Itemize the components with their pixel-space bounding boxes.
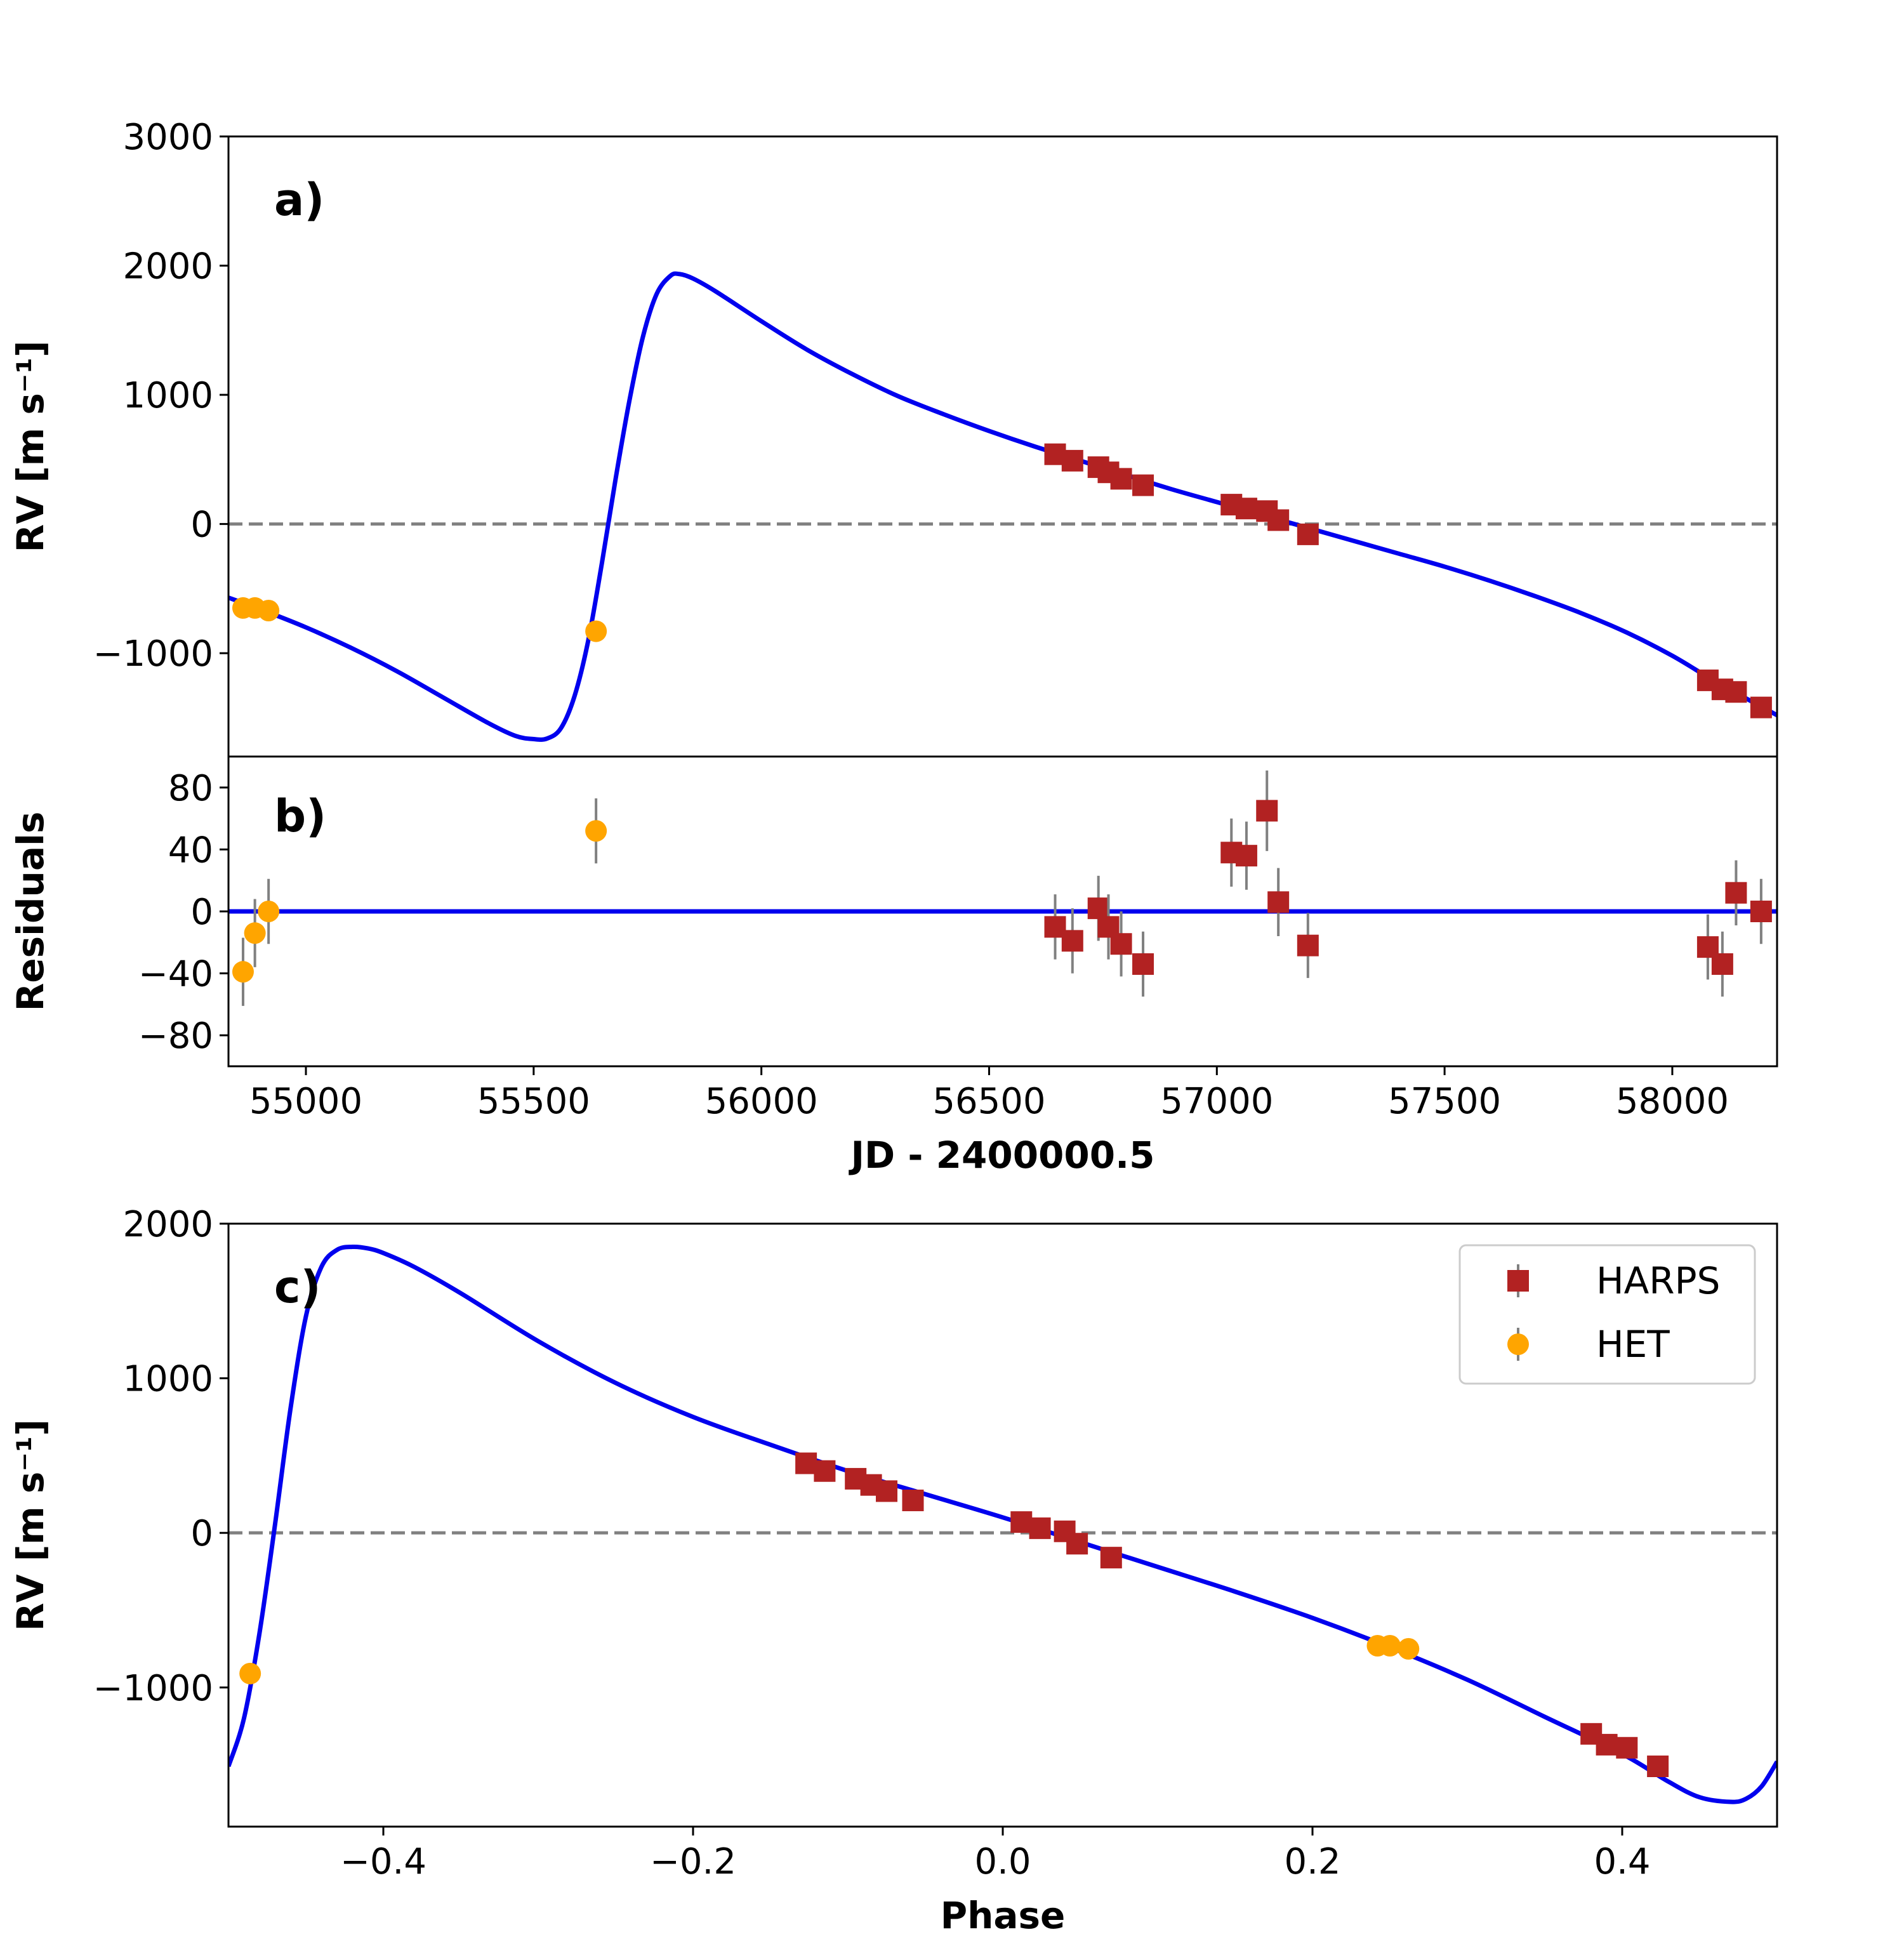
y-axis-label: RV [m s⁻¹] bbox=[9, 1419, 52, 1631]
x-tick-label: 56000 bbox=[705, 1081, 818, 1122]
harps-point bbox=[1647, 1756, 1669, 1777]
x-tick-label: 58000 bbox=[1616, 1081, 1729, 1122]
x-tick-label: 0.4 bbox=[1594, 1841, 1650, 1882]
harps-point bbox=[1132, 474, 1154, 496]
y-tick-label: 0 bbox=[190, 505, 213, 546]
harps-point bbox=[1100, 1547, 1122, 1569]
y-tick-label: 3000 bbox=[122, 117, 213, 158]
harps-point bbox=[795, 1452, 817, 1474]
x-tick-label: 0.0 bbox=[974, 1841, 1031, 1882]
harps-point bbox=[1029, 1517, 1051, 1539]
het-point bbox=[585, 620, 607, 642]
legend: HARPS HET bbox=[1458, 1244, 1756, 1385]
harps-point bbox=[1066, 1533, 1088, 1555]
y-tick-label: 0 bbox=[190, 892, 213, 933]
harps-point bbox=[1297, 934, 1319, 956]
plot-area bbox=[228, 1244, 1777, 1804]
y-tick-label: 2000 bbox=[122, 1204, 213, 1245]
harps-point bbox=[1132, 953, 1154, 975]
harps-point bbox=[1267, 891, 1290, 913]
y-tick-label: 40 bbox=[168, 830, 213, 871]
y-tick-label: 2000 bbox=[122, 246, 213, 288]
harps-point bbox=[1711, 953, 1733, 975]
x-tick-label: 0.2 bbox=[1284, 1841, 1340, 1882]
x-tick-label: 57500 bbox=[1388, 1081, 1501, 1122]
harps-point bbox=[1616, 1736, 1638, 1759]
harps-point bbox=[1267, 509, 1290, 531]
x-tick-label: −0.2 bbox=[650, 1841, 736, 1882]
harps-point bbox=[814, 1460, 836, 1482]
harps-point bbox=[1087, 897, 1109, 920]
het-point bbox=[1379, 1635, 1401, 1657]
harps-point bbox=[876, 1480, 897, 1502]
het-point bbox=[1398, 1637, 1420, 1660]
het-point bbox=[239, 1662, 261, 1684]
harps-point bbox=[1061, 449, 1083, 472]
harps-point bbox=[1297, 523, 1319, 545]
legend-label: HET bbox=[1596, 1323, 1670, 1366]
y-axis-label: Residuals bbox=[9, 812, 52, 1012]
harps-point bbox=[1596, 1733, 1618, 1756]
panel-label: c) bbox=[274, 1261, 321, 1313]
het-point bbox=[232, 961, 254, 983]
plot-area bbox=[228, 271, 1777, 742]
panel-a: 3000 2000 1000 0 −1000 a) RV [m s⁻¹] bbox=[9, 117, 1778, 758]
harps-point bbox=[1061, 930, 1083, 952]
het-point bbox=[258, 599, 280, 621]
y-axis-label: RV [m s⁻¹] bbox=[9, 341, 52, 553]
x-axis-label: JD - 2400000.5 bbox=[848, 1134, 1154, 1177]
x-tick-label: 55000 bbox=[249, 1081, 362, 1122]
x-tick-label: 55500 bbox=[477, 1081, 590, 1122]
harps-point bbox=[1235, 845, 1257, 867]
x-tick-label: 57000 bbox=[1160, 1081, 1273, 1122]
x-axis-label: Phase bbox=[941, 1894, 1066, 1937]
y-tick-label: 1000 bbox=[122, 1359, 213, 1400]
harps-point bbox=[1235, 498, 1257, 520]
het-point bbox=[244, 922, 266, 944]
y-tick-label: 80 bbox=[168, 768, 213, 809]
y-tick-label: −1000 bbox=[93, 633, 213, 675]
harps-point bbox=[1110, 933, 1132, 955]
y-tick-label: −40 bbox=[138, 954, 213, 995]
harps-point bbox=[1750, 696, 1772, 718]
plot-area bbox=[228, 770, 1777, 1006]
y-tick-label: −1000 bbox=[93, 1668, 213, 1709]
x-tick-label: 56500 bbox=[932, 1081, 1045, 1122]
legend-box bbox=[1458, 1244, 1756, 1385]
legend-marker-harps bbox=[1507, 1270, 1529, 1292]
harps-point bbox=[1750, 901, 1772, 922]
legend-label: HARPS bbox=[1596, 1259, 1720, 1302]
panel-label: b) bbox=[274, 790, 326, 842]
x-tick-label: −0.4 bbox=[340, 1841, 426, 1882]
het-point bbox=[258, 901, 280, 922]
harps-point bbox=[1256, 800, 1278, 822]
legend-marker-het bbox=[1507, 1333, 1529, 1355]
harps-point bbox=[1725, 882, 1747, 904]
harps-point bbox=[1725, 681, 1747, 703]
het-point bbox=[585, 820, 607, 842]
y-tick-label: 1000 bbox=[122, 375, 213, 416]
harps-point bbox=[1010, 1511, 1033, 1533]
panel-c: 2000 1000 0 −1000 −0.4 −0.2 0.0 0.2 0.4 c) RV [m s… bbox=[9, 1204, 1778, 1937]
harps-point bbox=[1110, 468, 1132, 490]
y-tick-label: −80 bbox=[138, 1015, 213, 1057]
harps-point bbox=[902, 1490, 924, 1512]
panel-b: 80 40 0 −40 −80 55000 55500 56000 56500 57000 5750… bbox=[9, 755, 1778, 1177]
y-tick-label: 0 bbox=[190, 1513, 213, 1554]
model-curve bbox=[228, 271, 1777, 742]
panel-label: a) bbox=[274, 174, 324, 226]
